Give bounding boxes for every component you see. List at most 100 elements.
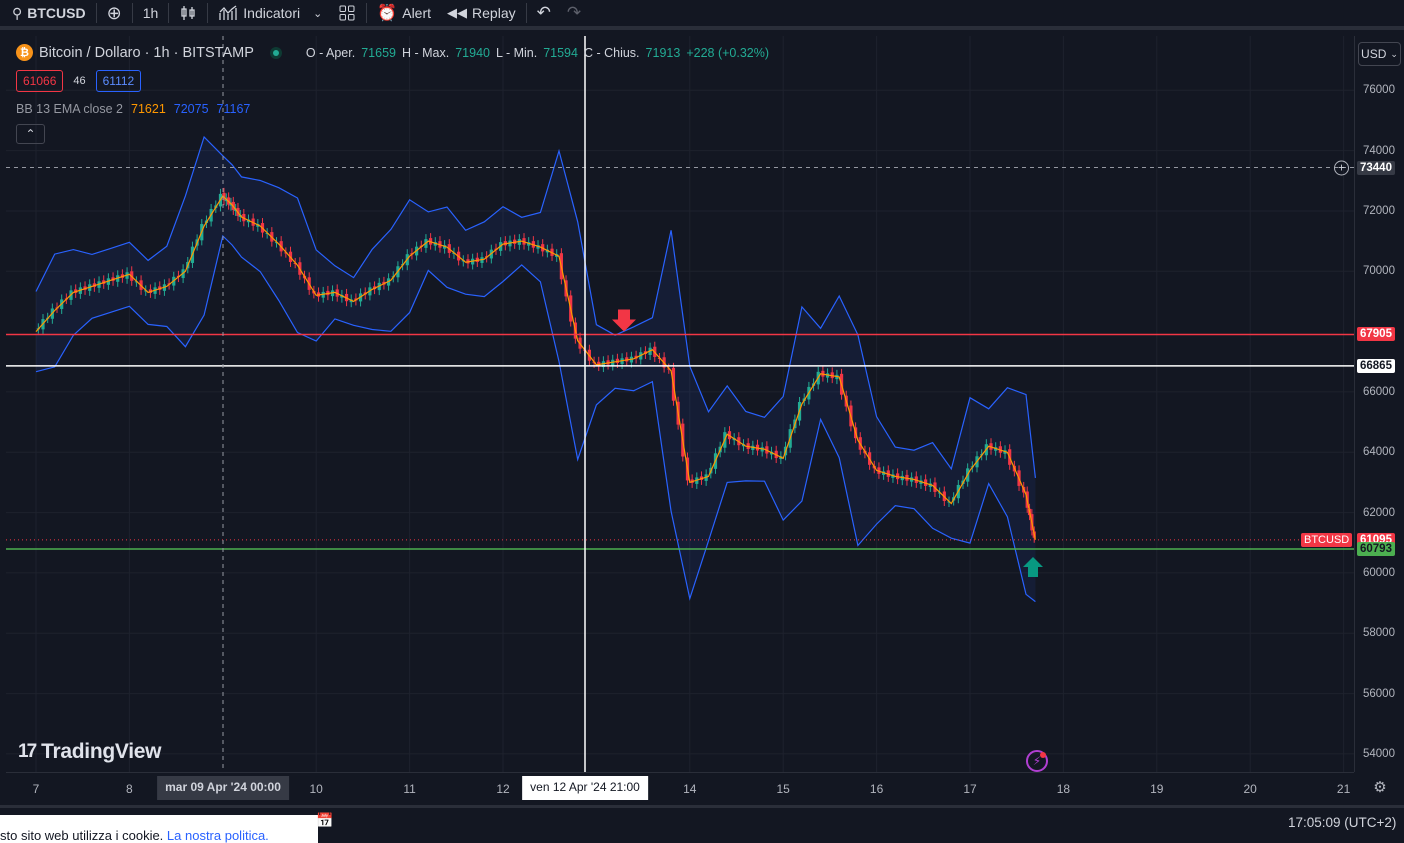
symbol-label: BTCUSD <box>27 5 86 21</box>
compare-button[interactable]: ⊕ <box>99 0 130 28</box>
sell-button[interactable]: 61066 <box>16 70 64 92</box>
toolbar-divider <box>525 3 527 23</box>
price-chart[interactable] <box>6 36 1354 772</box>
bid-ask: 61066 46 61112 <box>16 70 142 92</box>
grid-icon <box>339 5 355 21</box>
buy-button[interactable]: 61112 <box>95 70 142 92</box>
bollinger-band-fill <box>36 137 1036 602</box>
indicator-basis-value: 71621 <box>131 102 166 116</box>
chart-legend: ₿ Bitcoin / Dollaro · 1h · BITSTAMP O - … <box>16 44 769 61</box>
chevron-up-icon: ⌃ <box>25 127 36 141</box>
undo-button[interactable]: ↶ <box>529 0 559 28</box>
currency-button[interactable]: USD ⌄ <box>1358 42 1401 66</box>
settings-gear-icon[interactable]: ⚙ <box>1373 779 1387 796</box>
watermark-text: TradingView <box>41 740 162 763</box>
top-toolbar: ⚲ BTCUSD ⊕ 1h Indicatori ⌄ ⏰ Alert ◀◀ Re… <box>0 0 1404 30</box>
time-tick-label: 8 <box>126 782 133 796</box>
indicator-name: BB 13 EMA close 2 <box>16 102 124 116</box>
time-tick-label: 11 <box>403 782 416 796</box>
time-tick-label: 18 <box>1056 782 1071 796</box>
low-value: 71594 <box>543 45 578 60</box>
price-tick-label: 58000 <box>1363 627 1395 640</box>
add-alert-plus-icon[interactable]: + <box>1334 160 1349 175</box>
time-tick-label: 14 <box>683 782 697 796</box>
clock[interactable]: 17:05:09 (UTC+2) <box>1288 815 1397 830</box>
time-axis[interactable]: 7 8 10 11 12 14 15 16 17 18 19 20 21 mar 09 Apr '24 0… <box>6 772 1354 804</box>
open-value: 71659 <box>361 45 396 60</box>
market-status-icon[interactable] <box>269 46 282 59</box>
time-tick-label: 10 <box>309 782 323 796</box>
symbol-search[interactable]: ⚲ BTCUSD <box>0 0 94 28</box>
high-value: 71940 <box>455 45 490 60</box>
price-axis[interactable]: 54000 56000 58000 60000 62000 64000 66000 70000… <box>1354 36 1404 772</box>
chart-type-button[interactable] <box>171 0 205 28</box>
bitcoin-logo-icon: ₿ <box>16 44 33 61</box>
price-tick-label: 70000 <box>1363 265 1395 278</box>
symbol-price-tag: BTCUSD <box>1301 532 1353 547</box>
spread-value: 46 <box>73 75 86 87</box>
open-label: O - Aper. <box>305 45 356 60</box>
resistance-price-label: 67905 <box>1357 327 1395 342</box>
time-tick-label: 12 <box>496 782 510 796</box>
marker-time-label: ven 12 Apr '24 21:00 <box>522 776 648 800</box>
cookie-policy-link[interactable]: La nostra politica. <box>166 828 269 843</box>
legend-title[interactable]: Bitcoin / Dollaro · 1h · BITSTAMP <box>39 44 254 61</box>
high-label: H - Max. <box>401 45 450 60</box>
time-tick-label: 20 <box>1243 782 1257 796</box>
crosshair-price-label: 73440 <box>1357 160 1395 175</box>
price-tick-label: 56000 <box>1363 687 1395 700</box>
time-tick-label: 16 <box>869 782 884 796</box>
close-value: 71913 <box>645 45 681 60</box>
close-label: C - Chius. <box>583 45 640 60</box>
bollinger-upper-line <box>35 135 1036 478</box>
plus-circle-icon: ⊕ <box>106 2 122 23</box>
time-tick-label: 17 <box>963 782 977 796</box>
indicators-label: Indicatori <box>243 5 301 21</box>
chevron-down-icon: ⌄ <box>313 7 323 20</box>
indicator-upper-value: 72075 <box>173 102 209 116</box>
lightning-icon[interactable]: ⚡ <box>1026 750 1048 772</box>
cookie-banner: sto sito web utilizza i cookie. La nostr… <box>0 815 318 843</box>
price-tick-label: 60000 <box>1363 566 1395 579</box>
crosshair-time-label: mar 09 Apr '24 00:00 <box>157 776 289 800</box>
indicator-legend[interactable]: BB 13 EMA close 2 71621 72075 71167 <box>16 102 250 116</box>
toolbar-divider <box>207 3 209 23</box>
arrow-up-icon <box>1023 556 1043 577</box>
arrow-down-icon <box>612 309 636 332</box>
calendar-icon[interactable]: 📅 <box>316 812 334 828</box>
indicator-lower-value: 71167 <box>216 102 251 116</box>
alert-label: Alert <box>402 5 432 21</box>
time-tick-label: 21 <box>1336 782 1351 796</box>
interval-button[interactable]: 1h <box>142 5 159 21</box>
tradingview-watermark: 17 TradingView <box>18 740 161 764</box>
redo-icon: ↷ <box>566 3 582 22</box>
replay-label: Replay <box>472 5 516 21</box>
price-tick-label: 54000 <box>1363 747 1395 760</box>
price-tick-label: 62000 <box>1363 506 1395 519</box>
candles-icon <box>181 6 195 20</box>
alarm-clock-icon: ⏰ <box>377 5 398 22</box>
low-label: L - Min. <box>495 45 538 60</box>
bollinger-basis-line <box>35 194 1036 540</box>
collapse-legend-button[interactable]: ⌃ <box>16 124 45 144</box>
indicators-icon <box>219 5 237 20</box>
chevron-down-icon: ⌄ <box>1390 48 1398 59</box>
alert-button[interactable]: ⏰ Alert <box>369 0 439 28</box>
price-tick-label: 64000 <box>1363 446 1395 459</box>
time-tick-label: 19 <box>1150 782 1164 796</box>
bollinger-lower-line <box>35 234 1036 603</box>
ohlc-values: O - Aper. 71659 H - Max. 71940 L - Min. 715… <box>306 46 769 60</box>
redo-button[interactable]: ↷ <box>559 0 589 28</box>
toolbar-divider <box>168 3 170 23</box>
support-price-label: 60793 <box>1357 541 1395 556</box>
indicators-button[interactable]: Indicatori ⌄ <box>210 0 330 28</box>
price-tick-label: 66000 <box>1363 385 1395 398</box>
time-tick-label: 7 <box>32 782 40 796</box>
replay-button[interactable]: ◀◀ Replay <box>439 0 524 28</box>
price-tick-label: 72000 <box>1363 204 1395 217</box>
change-value: +228 (+0.32%) <box>686 45 770 60</box>
rewind-icon: ◀◀ <box>447 5 468 20</box>
chart-pane[interactable] <box>6 36 1354 772</box>
toolbar-divider <box>366 3 368 23</box>
layouts-button[interactable] <box>330 0 364 28</box>
